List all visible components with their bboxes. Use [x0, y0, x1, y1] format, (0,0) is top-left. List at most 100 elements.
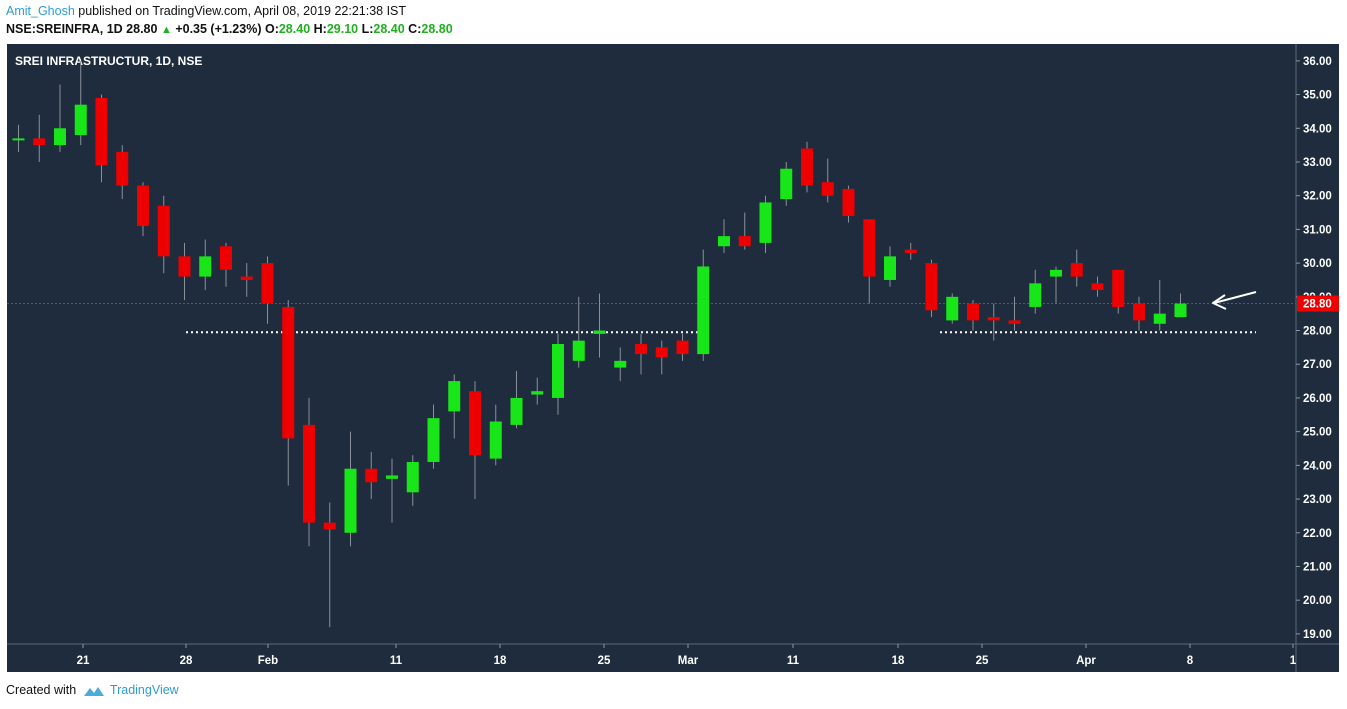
candle [614, 347, 627, 382]
annotation-arrow-icon [1212, 291, 1257, 310]
y-tick-label: 27.00 [1303, 359, 1332, 371]
last-price-label-bg [1297, 295, 1339, 312]
close-value: 28.80 [421, 22, 453, 36]
candle-body-down [33, 138, 46, 146]
candle [95, 94, 108, 183]
candle-body-up [780, 168, 793, 200]
candle-body-up [1153, 313, 1166, 324]
candle-body-down [116, 151, 129, 186]
candle-body-up [697, 266, 710, 355]
candle-body-up [74, 104, 87, 136]
arrow-head [1212, 294, 1227, 310]
created-with-text: Created with [6, 683, 77, 697]
candle [386, 458, 398, 523]
candle [303, 397, 315, 547]
candle [946, 293, 959, 324]
candle [1133, 296, 1145, 331]
candle [178, 242, 191, 301]
y-tick-label: 36.00 [1303, 56, 1332, 68]
candle [1174, 293, 1187, 318]
candle-body-down [282, 306, 295, 439]
candle-body-down [220, 246, 232, 270]
candle-body-down [1070, 263, 1083, 277]
candle-body-up [718, 236, 730, 247]
candle-body-up [12, 138, 25, 141]
candle [884, 246, 896, 287]
candle [780, 161, 793, 206]
candle [157, 195, 170, 274]
y-tick-label: 28.00 [1303, 326, 1332, 338]
open-label: O: [264, 22, 279, 36]
footer: Created with TradingView [6, 683, 179, 697]
x-tick-label: 25 [598, 655, 611, 667]
candle [469, 381, 481, 500]
y-tick-label: 33.00 [1303, 157, 1332, 169]
candle [427, 404, 440, 469]
author-link[interactable]: Amit_Ghosh [6, 4, 75, 18]
y-tick-label: 24.00 [1303, 460, 1332, 472]
candle-body-up [1029, 283, 1042, 307]
y-tick-label: 26.00 [1303, 393, 1332, 405]
candle [1112, 269, 1125, 314]
chart-background [7, 44, 1339, 672]
candle-body-down [904, 249, 917, 253]
candle-body-down [1008, 320, 1021, 324]
candle-body-up [1050, 269, 1062, 277]
close-label: C: [408, 22, 422, 36]
candle-body-down [842, 188, 855, 216]
candle [74, 60, 87, 146]
up-triangle-icon: ▲ [160, 24, 172, 36]
candle-body-down [178, 256, 191, 277]
candle [1050, 266, 1062, 304]
candle-body-up [510, 397, 523, 425]
candle [448, 374, 461, 439]
x-tick-label: 25 [976, 655, 989, 667]
candle [1008, 296, 1021, 331]
candle [261, 256, 274, 324]
candle-body-down [469, 391, 481, 456]
candle [801, 141, 813, 193]
candle-body-down [821, 182, 834, 196]
candle-body-down [240, 276, 253, 280]
tradingview-brand-link[interactable]: TradingView [109, 683, 179, 697]
candle [220, 242, 232, 287]
y-tick-label: 21.00 [1303, 561, 1332, 573]
candle-body-up [344, 468, 357, 533]
open-value: 28.40 [278, 22, 311, 36]
candle-body-up [884, 256, 896, 280]
candle-body-down [801, 148, 813, 186]
tradingview-logo-icon [83, 686, 104, 696]
candle [54, 84, 66, 152]
candle-body-down [635, 344, 647, 355]
candle-body-down [676, 340, 689, 355]
candle-body-up [406, 461, 419, 493]
candle-body-up [489, 421, 502, 459]
x-tick-label: 18 [494, 655, 507, 667]
candle [1029, 269, 1042, 314]
candle-body-up [199, 256, 212, 277]
y-tick-label: 19.00 [1303, 629, 1332, 641]
candle-body-up [614, 360, 627, 368]
published-text: published on TradingView.com, April 08, … [78, 4, 407, 18]
candle [718, 219, 730, 253]
candle [12, 124, 25, 152]
candle-body-up [448, 381, 461, 412]
candle-body-down [863, 219, 876, 277]
candle [33, 114, 46, 162]
candle [282, 300, 295, 486]
high-label: H: [313, 22, 327, 36]
candle-body-up [593, 330, 606, 334]
last-price: 28.80 [126, 22, 158, 36]
candle-body-down [261, 263, 274, 304]
y-tick-label: 35.00 [1303, 90, 1332, 102]
candle [738, 212, 751, 250]
candle-body-up [946, 296, 959, 321]
candle-body-down [303, 424, 315, 523]
candle [759, 195, 772, 253]
candle-body-up [1174, 303, 1187, 318]
candle [365, 451, 378, 500]
candle [904, 242, 917, 260]
candle [676, 333, 689, 361]
x-tick-label: 18 [892, 655, 905, 667]
